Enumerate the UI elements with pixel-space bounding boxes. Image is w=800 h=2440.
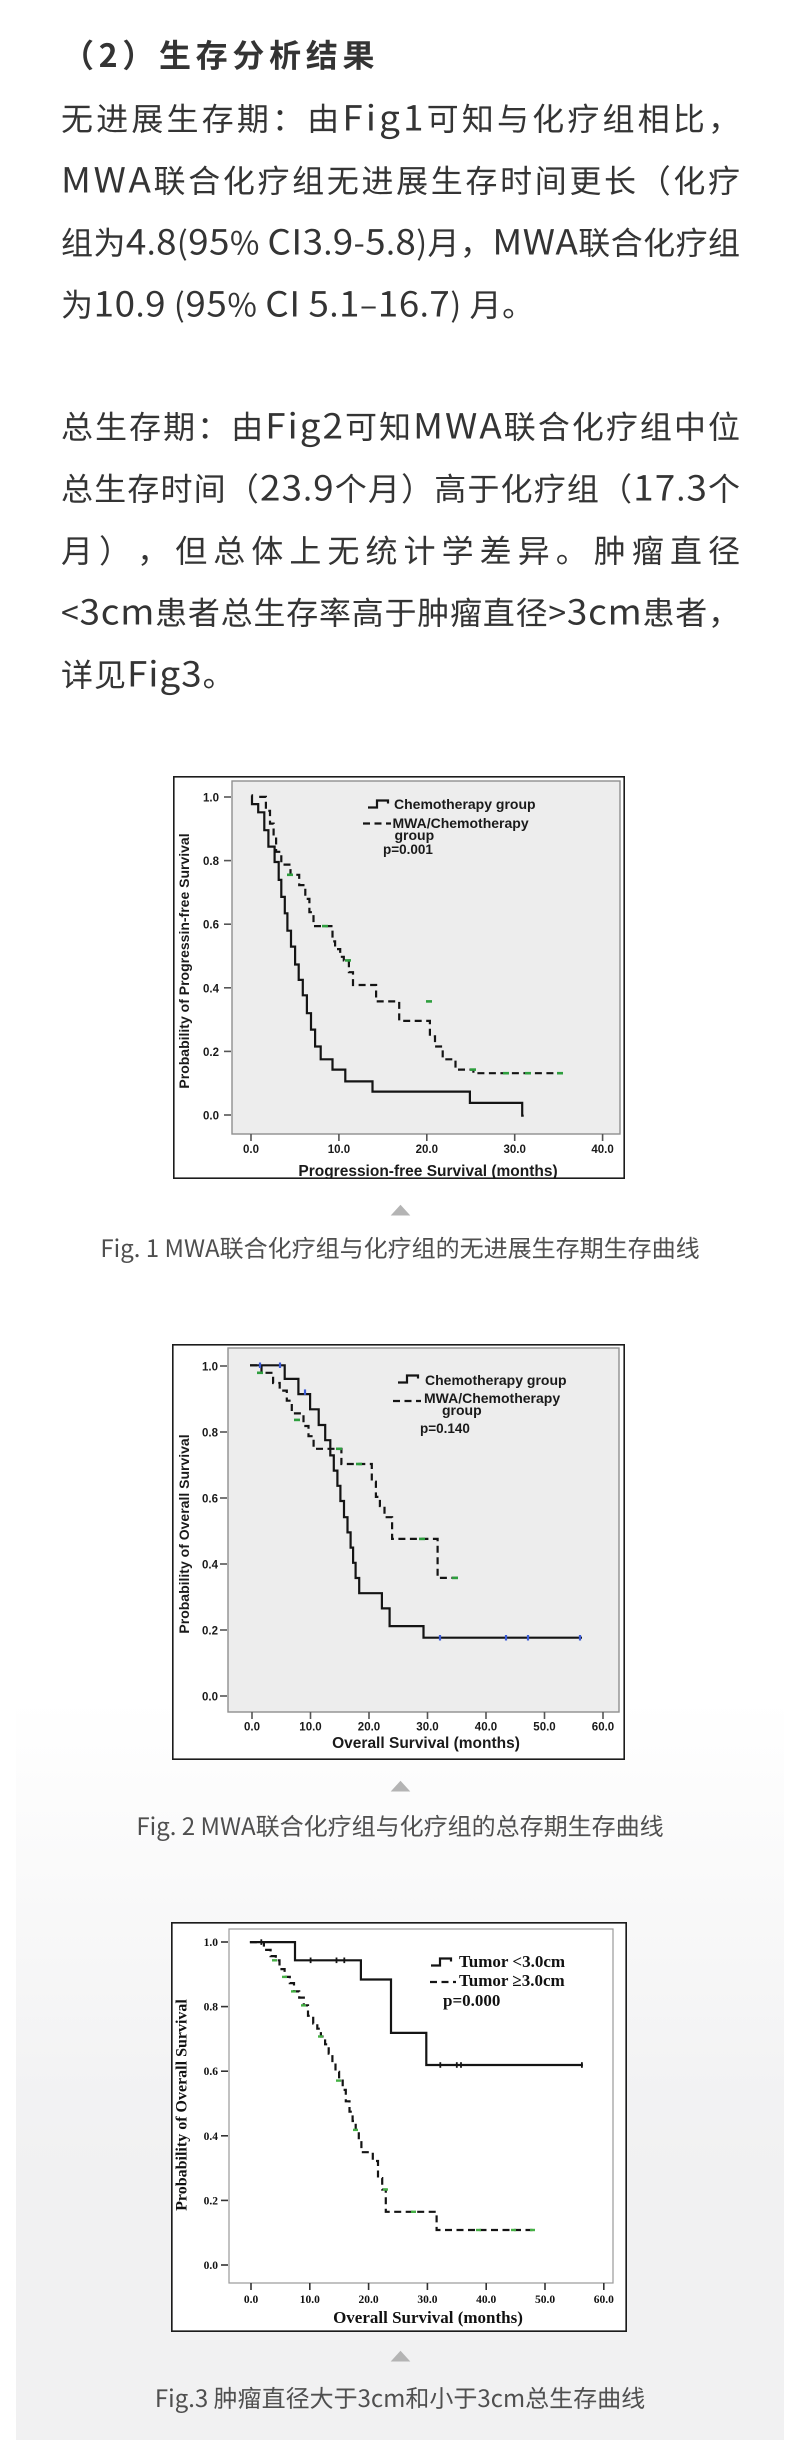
svg-text:30.0: 30.0 [504,1144,526,1156]
svg-text:10.0: 10.0 [299,1722,321,1734]
svg-text:20.0: 20.0 [359,2294,379,2306]
svg-text:0.6: 0.6 [203,920,219,932]
svg-text:p=0.000: p=0.000 [443,1991,500,2010]
svg-text:50.0: 50.0 [533,1722,555,1734]
svg-text:MWA/Chemotherapy: MWA/Chemotherapy [424,1390,560,1406]
svg-text:0.2: 0.2 [203,1047,219,1059]
svg-text:MWA/Chemotherapy: MWA/Chemotherapy [393,815,529,831]
svg-text:20.0: 20.0 [416,1144,438,1156]
svg-text:20.0: 20.0 [358,1722,380,1734]
svg-text:group: group [395,827,435,843]
svg-text:0.0: 0.0 [243,1144,259,1156]
svg-text:p=0.001: p=0.001 [383,842,433,857]
svg-text:30.0: 30.0 [416,1722,438,1734]
svg-text:1.0: 1.0 [202,1362,218,1374]
svg-text:Chemotherapy group: Chemotherapy group [394,796,536,812]
svg-text:0.8: 0.8 [203,856,220,868]
svg-text:1.0: 1.0 [203,793,219,805]
svg-text:Overall Survival (months): Overall Survival (months) [333,2308,523,2327]
svg-text:Probability of Progressin-free: Probability of Progressin-free Survival [176,833,192,1088]
svg-text:40.0: 40.0 [591,1144,613,1156]
svg-text:1.0: 1.0 [204,1937,219,1949]
svg-text:50.0: 50.0 [535,2294,555,2306]
svg-text:60.0: 60.0 [594,2294,614,2306]
svg-text:Chemotherapy group: Chemotherapy group [425,1372,567,1388]
svg-text:Tumor <3.0cm: Tumor <3.0cm [459,1952,565,1971]
svg-text:0.6: 0.6 [204,2066,219,2078]
svg-text:Progression-free Survival (mon: Progression-free Survival (months) [298,1163,557,1179]
svg-text:0.2: 0.2 [202,1626,218,1638]
svg-text:0.4: 0.4 [203,983,220,995]
svg-text:10.0: 10.0 [328,1144,350,1156]
svg-text:0.0: 0.0 [202,1692,218,1704]
svg-text:Tumor ≥3.0cm: Tumor ≥3.0cm [459,1971,565,1990]
svg-text:Probability of Overall Surviva: Probability of Overall Survival [176,1434,192,1633]
svg-text:0.0: 0.0 [244,1722,260,1734]
svg-text:40.0: 40.0 [476,2294,496,2306]
svg-text:0.0: 0.0 [244,2294,259,2306]
svg-text:60.0: 60.0 [592,1722,614,1734]
svg-text:0.6: 0.6 [202,1494,218,1506]
svg-text:40.0: 40.0 [475,1722,497,1734]
svg-text:0.0: 0.0 [203,1111,219,1123]
svg-text:0.4: 0.4 [202,1560,219,1572]
svg-text:Probability of Overall Surviva: Probability of Overall Survival [174,1999,191,2211]
svg-text:0.2: 0.2 [204,2195,219,2207]
svg-text:0.8: 0.8 [204,2002,219,2014]
svg-text:0.8: 0.8 [202,1428,219,1440]
svg-text:0.0: 0.0 [204,2260,219,2272]
svg-text:30.0: 30.0 [417,2294,437,2306]
svg-text:Overall Survival (months): Overall Survival (months) [332,1735,520,1752]
svg-text:10.0: 10.0 [300,2294,320,2306]
svg-text:p=0.140: p=0.140 [420,1421,470,1436]
svg-text:group: group [442,1402,482,1418]
svg-text:0.4: 0.4 [204,2131,219,2143]
